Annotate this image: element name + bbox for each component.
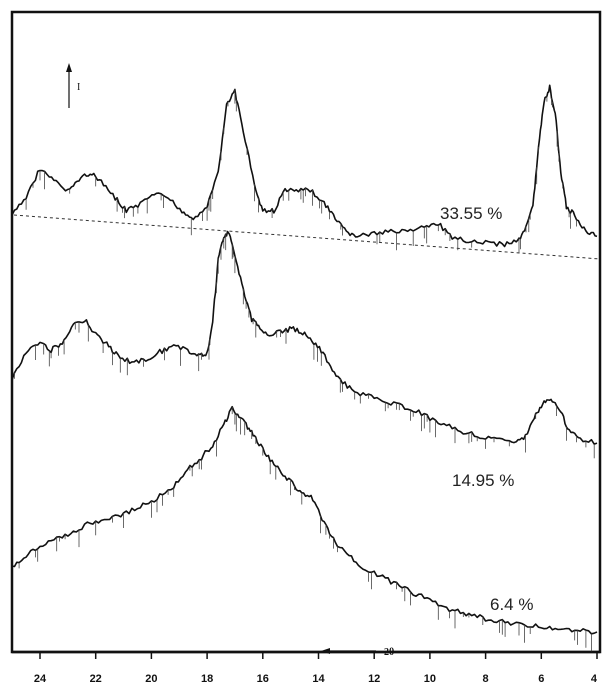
series-trace <box>11 230 598 445</box>
x-tick-label: 10 <box>424 673 436 685</box>
series-2: 14.95 % <box>11 230 598 490</box>
series-3: 6.4 % <box>11 405 598 652</box>
intensity-arrow <box>66 63 72 108</box>
series-label: 33.55 % <box>440 204 502 223</box>
plot-frame <box>10 10 602 654</box>
series-layer: 33.55 % 14.95 % 6.4 % <box>11 84 601 652</box>
series-label: 14.95 % <box>452 471 514 490</box>
x-tick-label: 14 <box>312 673 325 685</box>
intensity-symbol: I <box>77 82 80 93</box>
x-tick-label: 16 <box>257 673 269 685</box>
x-tick-label: 24 <box>34 673 47 685</box>
x-tick-label: 4 <box>591 673 598 685</box>
two-theta-arrow <box>321 648 376 654</box>
x-tick-label: 20 <box>145 673 157 685</box>
series-trace <box>11 84 598 248</box>
two-theta-label: 2θ <box>384 647 394 658</box>
series-label: 6.4 % <box>490 595 533 614</box>
x-tick-label: 22 <box>90 673 102 685</box>
series-1: 33.55 % <box>11 84 601 260</box>
x-tick-label: 8 <box>483 673 489 685</box>
x-axis-ticks: 24 22 20 18 16 14 12 10 8 6 4 <box>34 652 598 685</box>
x-tick-label: 18 <box>201 673 213 685</box>
x-tick-label: 6 <box>538 673 544 685</box>
series-baseline <box>13 214 601 260</box>
x-tick-label: 12 <box>368 673 380 685</box>
